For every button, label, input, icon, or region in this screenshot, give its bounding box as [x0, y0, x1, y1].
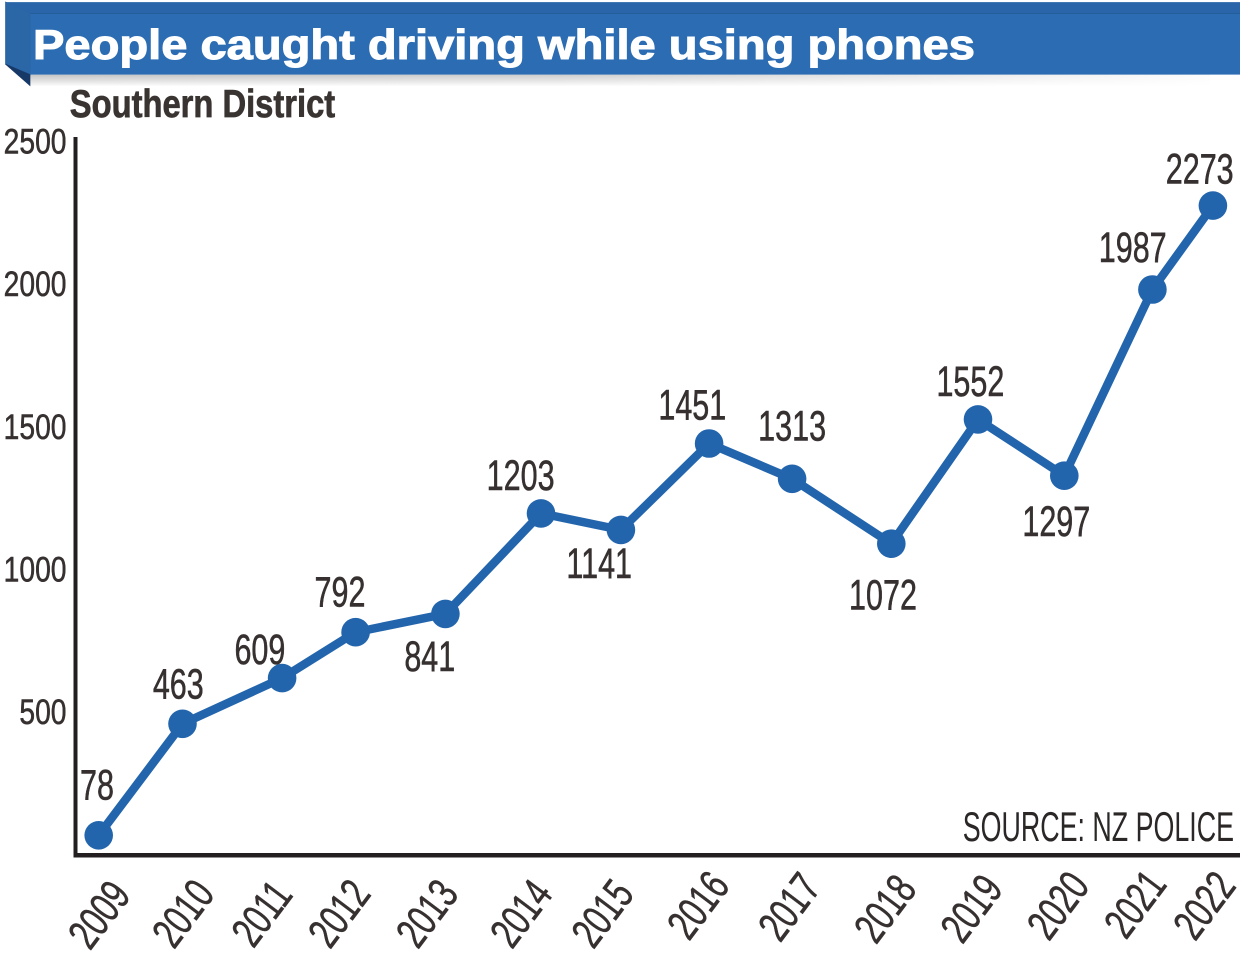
svg-text:1141: 1141	[566, 539, 632, 587]
svg-text:1500: 1500	[4, 407, 67, 447]
svg-text:1000: 1000	[4, 549, 67, 589]
svg-text:841: 841	[404, 632, 455, 680]
svg-text:463: 463	[153, 659, 204, 707]
svg-text:78: 78	[80, 760, 114, 808]
svg-text:500: 500	[19, 692, 66, 732]
svg-text:2500: 2500	[4, 121, 67, 161]
svg-text:792: 792	[315, 567, 366, 615]
svg-text:2273: 2273	[1166, 144, 1234, 192]
svg-text:2000: 2000	[4, 264, 67, 304]
svg-text:1987: 1987	[1099, 223, 1167, 271]
svg-text:1072: 1072	[849, 570, 917, 618]
svg-text:People caught driving while us: People caught driving while using phones	[33, 22, 975, 68]
svg-text:1451: 1451	[658, 380, 726, 428]
svg-text:1203: 1203	[487, 451, 555, 499]
svg-text:Southern District: Southern District	[70, 82, 335, 125]
svg-text:SOURCE: NZ POLICE: SOURCE: NZ POLICE	[963, 804, 1234, 850]
svg-text:1552: 1552	[936, 357, 1004, 405]
svg-text:609: 609	[234, 625, 285, 673]
svg-text:1313: 1313	[758, 401, 826, 449]
svg-text:1297: 1297	[1022, 497, 1090, 545]
